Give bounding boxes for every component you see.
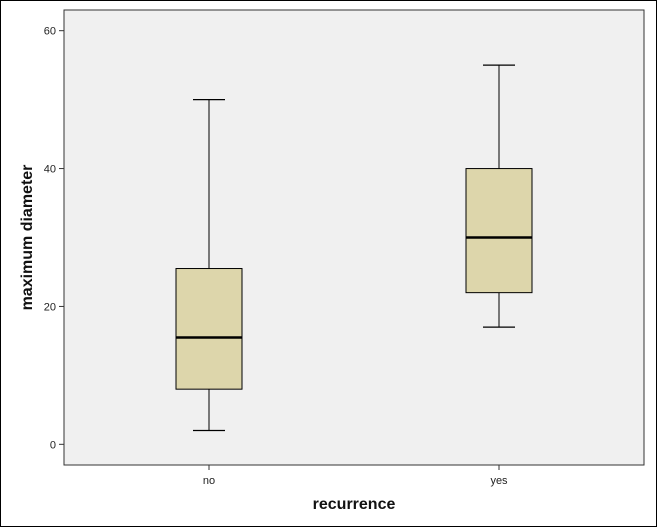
box-series bbox=[175, 64, 533, 432]
x-tick-label: no bbox=[203, 475, 215, 487]
y-axis: 0 20 40 60 bbox=[44, 26, 64, 451]
iqr-box bbox=[465, 168, 533, 294]
box-yes bbox=[465, 64, 533, 328]
y-tick-label: 60 bbox=[44, 26, 56, 38]
x-axis-title: recurrence bbox=[313, 496, 396, 513]
y-axis-title: maximum diameter bbox=[19, 165, 36, 311]
y-tick-label: 0 bbox=[50, 439, 56, 451]
iqr-box bbox=[175, 268, 243, 390]
box-no bbox=[175, 99, 243, 432]
x-tick-label: yes bbox=[490, 475, 508, 487]
x-axis: no yes bbox=[203, 465, 508, 487]
y-tick-label: 40 bbox=[44, 164, 56, 176]
plot-area bbox=[63, 9, 645, 466]
y-tick-label: 20 bbox=[44, 301, 56, 313]
